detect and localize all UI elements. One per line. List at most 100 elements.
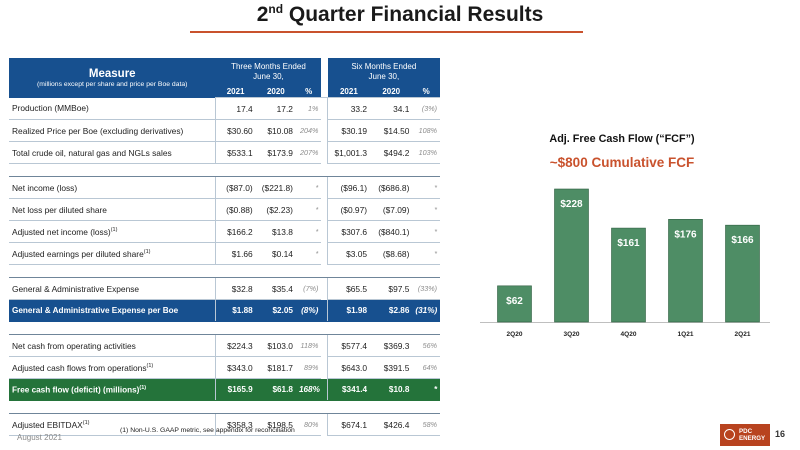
table-cell-value: $1.98	[327, 299, 371, 322]
row-label: Total crude oil, natural gas and NGLs sa…	[9, 141, 216, 164]
table-cell-value: $369.3	[370, 334, 413, 357]
table-row: Adjusted net income (loss)(1) $166.2 $13.8…	[9, 220, 440, 243]
table-cell-value: 34.1	[370, 97, 413, 120]
table-cell-pct: *	[295, 220, 322, 243]
table-cell-value: ($686.8)	[370, 176, 413, 199]
table-cell-pct: *	[412, 176, 440, 199]
table-cell-pct: 108%	[412, 119, 440, 142]
table-cell-pct: (33%)	[412, 277, 440, 300]
table-cell-value: $358.3	[214, 413, 256, 436]
table-cell-value: 17.4	[214, 97, 256, 120]
chart-title: Adj. Free Cash Flow (“FCF”)	[549, 133, 695, 145]
row-label: Adjusted cash flows from operations(1)	[9, 356, 216, 379]
chart-subtitle: ~$800 Cumulative FCF	[549, 155, 695, 170]
table-cell-pct: 1%	[295, 97, 322, 120]
x-tick-label: 2Q20	[507, 331, 523, 338]
table-cell-pct: 80%	[295, 413, 322, 436]
table-cell-value: ($221.8)	[255, 176, 296, 199]
table-cell-value: $494.2	[370, 141, 413, 164]
table-cell-pct: *	[295, 242, 322, 265]
company-logo: PDC ENERGY	[720, 424, 770, 446]
table-cell-value: $1.66	[214, 242, 256, 265]
table-cell-value: ($0.88)	[214, 198, 256, 221]
table-cell-value: $0.14	[255, 242, 296, 265]
table-cell-value: $224.3	[214, 334, 256, 357]
row-label: Free cash flow (deficit) (millions)(1)	[9, 378, 216, 401]
table-cell-pct: *	[295, 198, 322, 221]
table-cell-value: $35.4	[255, 277, 296, 300]
table-row: Net income (loss) ($87.0) ($221.8) * ($96.1)…	[9, 176, 440, 199]
table-cell-value: $307.6	[327, 220, 371, 243]
financial-results-table: Measure (millions except per share and p…	[9, 58, 440, 436]
table-row: General & Administrative Expense $32.8 $35…	[9, 277, 440, 300]
measure-header: Measure (millions except per share and p…	[9, 58, 216, 98]
table-cell-value: ($2.23)	[255, 198, 296, 221]
bar-value-label: $176	[674, 229, 697, 240]
table-cell-value: $13.8	[255, 220, 296, 243]
table-cell-value: $1,001.3	[327, 141, 371, 164]
table-spacer	[9, 321, 440, 335]
table-row: Realized Price per Boe (excluding deriva…	[9, 119, 440, 142]
col-header: %	[295, 86, 322, 98]
table-cell-value: $1.88	[214, 299, 256, 322]
table-row: Total crude oil, natural gas and NGLs sa…	[9, 141, 440, 164]
col-header: 2020	[370, 86, 413, 98]
row-label: Net loss per diluted share	[9, 198, 216, 221]
col-header: 2021	[215, 86, 256, 98]
table-cell-pct: 204%	[295, 119, 322, 142]
fcf-bar	[554, 188, 589, 323]
table-cell-pct: 168%	[295, 378, 322, 401]
bar-value-label: $228	[560, 199, 583, 210]
fcf-bar-chart: $62 2Q20 $228 3Q20 $161 4Q20 $176 1Q21 $166 2Q21	[480, 188, 770, 338]
table-cell-value: $577.4	[327, 334, 371, 357]
logo-mark-icon	[724, 429, 735, 440]
fcf-bar	[611, 227, 646, 323]
table-cell-value: $61.8	[255, 378, 296, 401]
table-cell-value: 33.2	[327, 97, 371, 120]
table-cell-value: $533.1	[214, 141, 256, 164]
presentation-date: August 2021	[17, 433, 62, 442]
bar-value-label: $161	[617, 238, 640, 249]
table-cell-pct: *	[412, 198, 440, 221]
table-row: Net cash from operating activities $224.3…	[9, 334, 440, 357]
table-cell-pct: *	[412, 378, 440, 401]
table-cell-value: ($8.68)	[370, 242, 413, 265]
table-year-header-row: 2021 2020 % 2021 2020 %	[9, 86, 440, 98]
table-spacer	[9, 400, 440, 414]
x-tick-label: 1Q21	[678, 331, 694, 338]
table-cell-value: ($840.1)	[370, 220, 413, 243]
table-cell-pct: (8%)	[295, 299, 322, 322]
table-cell-pct: 58%	[412, 413, 440, 436]
table-cell-value: $30.60	[214, 119, 256, 142]
table-cell-value: ($87.0)	[214, 176, 256, 199]
table-cell-pct: *	[412, 242, 440, 265]
table-row: Adjusted EBITDAX(1) $358.3 $198.5 80% $674.1…	[9, 413, 440, 436]
row-label: Adjusted earnings per diluted share(1)	[9, 242, 216, 265]
table-cell-pct: *	[412, 220, 440, 243]
x-tick-label: 4Q20	[621, 331, 637, 338]
table-cell-value: $30.19	[327, 119, 371, 142]
table-row: General & Administrative Expense per Boe…	[9, 299, 440, 322]
table-cell-pct: 118%	[295, 334, 322, 357]
six-months-header: Six Months Ended June 30,	[327, 58, 440, 86]
table-row: Adjusted cash flows from operations(1) $3…	[9, 356, 440, 379]
table-cell-value: $2.05	[255, 299, 296, 322]
row-label: Net income (loss)	[9, 176, 216, 199]
table-header-row: Measure (millions except per share and p…	[9, 58, 440, 98]
row-label: Realized Price per Boe (excluding deriva…	[9, 119, 216, 142]
table-cell-value: $3.05	[327, 242, 371, 265]
table-spacer	[9, 264, 440, 278]
table-cell-value: $97.5	[370, 277, 413, 300]
table-cell-value: $10.08	[255, 119, 296, 142]
table-row: Production (MMBoe) 17.4 17.2 1% 33.2 34.1 (3%)	[9, 97, 440, 120]
footnote: (1) Non-U.S. GAAP metric, see appendix f…	[120, 427, 295, 434]
table-row: Free cash flow (deficit) (millions)(1) $1…	[9, 378, 440, 401]
table-cell-pct: 207%	[295, 141, 322, 164]
row-label: Adjusted net income (loss)(1)	[9, 220, 216, 243]
table-cell-value: $643.0	[327, 356, 371, 379]
x-tick-label: 3Q20	[564, 331, 580, 338]
table-cell-pct: 56%	[412, 334, 440, 357]
table-cell-pct: 89%	[295, 356, 322, 379]
table-cell-value: $181.7	[255, 356, 296, 379]
table-cell-value: ($96.1)	[327, 176, 371, 199]
